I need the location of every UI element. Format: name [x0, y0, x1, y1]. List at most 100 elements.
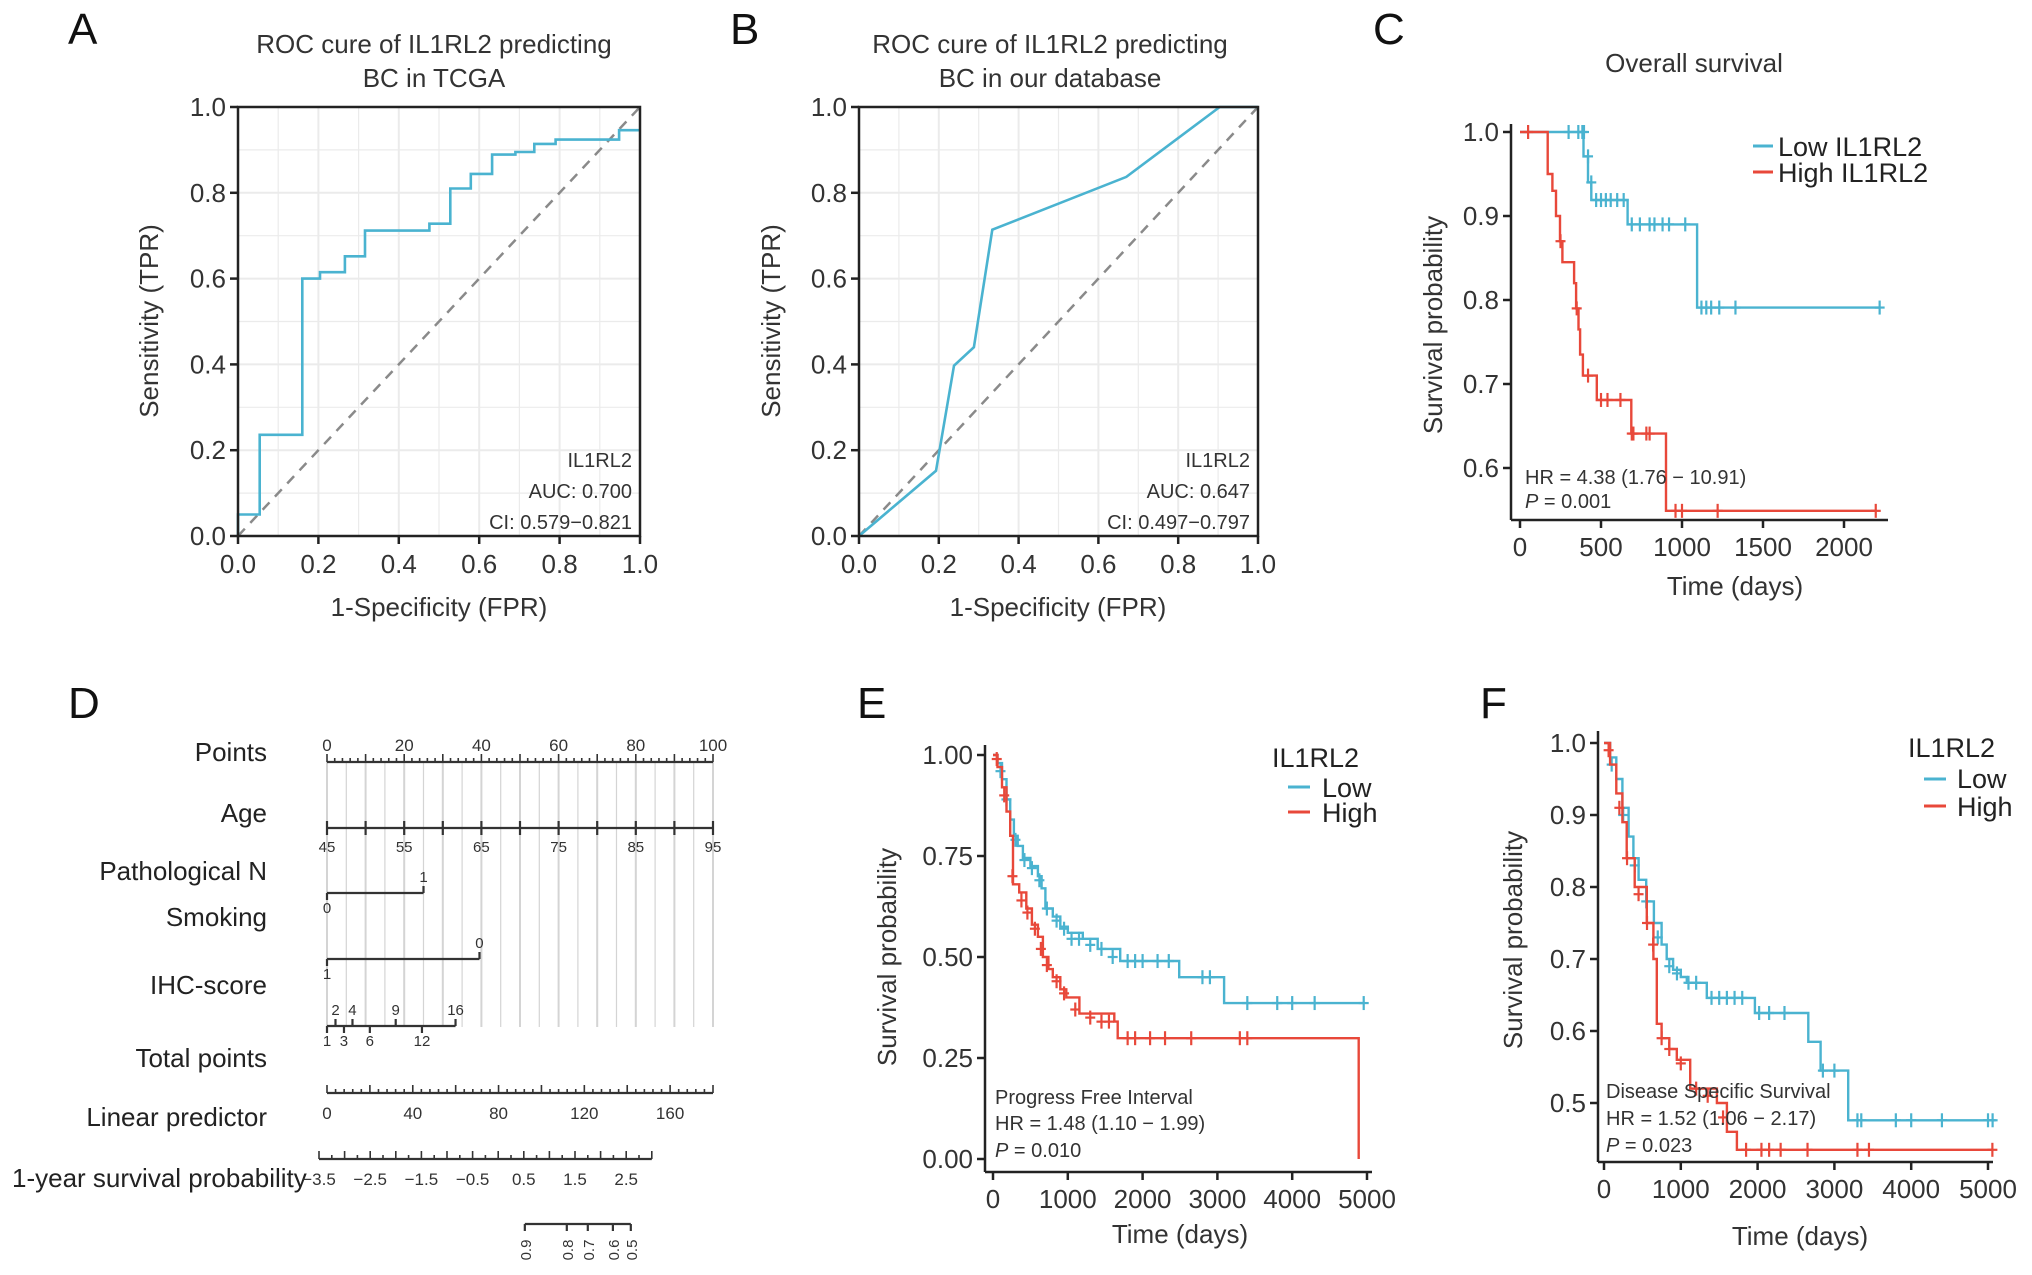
panel-c-legend-label-high: High IL1RL2	[1778, 158, 1928, 188]
panel-letter-c: C	[1373, 5, 1405, 54]
panel-b-annotation-auc: AUC: 0.647	[1147, 481, 1250, 503]
panel-b-x-tick-label: 1.0	[1240, 549, 1276, 579]
panel-f-y-tick-label: 0.5	[1550, 1088, 1586, 1118]
panel-f-x-tick-label: 5000	[1959, 1174, 2017, 1204]
nomogram-ihc-score-tick-label: 6	[366, 1033, 374, 1050]
panel-a-roc-curve	[236, 128, 640, 536]
panel-e-x-tick-label: 3000	[1188, 1184, 1246, 1214]
nomogram-points-tick-label: 20	[395, 736, 414, 755]
panel-c-y-tick-label: 0.9	[1463, 201, 1499, 231]
panel-e-p-text: P = 0.010	[995, 1140, 1081, 1162]
panel-b-y-tick-label: 0.6	[811, 264, 847, 294]
panel-b-x-axis-title: 1-Specificity (FPR)	[950, 592, 1167, 622]
panel-f-x-tick-label: 0	[1597, 1174, 1611, 1204]
panel-e-hr-text: HR = 1.48 (1.10 − 1.99)	[995, 1113, 1205, 1135]
panel-c-y-tick-label: 1.0	[1463, 117, 1499, 147]
nomogram-row-label: Points	[195, 737, 267, 767]
nomogram-age-tick-label: 55	[396, 839, 413, 856]
panel-c-y-tick-label: 0.7	[1463, 369, 1499, 399]
nomogram-smoking-tick-label: 1	[323, 966, 331, 983]
panel-f-hr-text: HR = 1.52 (1.06 − 2.17)	[1606, 1108, 1816, 1130]
panel-e-x-tick-label: 2000	[1114, 1184, 1172, 1214]
panel-c-legend: Low IL1RL2 High IL1RL2	[1753, 132, 1928, 188]
nomogram-points-tick-label: 60	[549, 736, 568, 755]
panel-b-roc-curve	[858, 105, 1258, 537]
panel-letter-b: B	[730, 5, 759, 54]
panel-c-overall-survival: Overall survival 0 500 1000 1500 2000 0.6 0.7 0…	[1418, 48, 1928, 601]
nomogram-survival-tick-label: 0.5	[624, 1240, 641, 1261]
panel-e-legend: IL1RL2 Low High	[1272, 743, 1378, 828]
panel-a-annotation-name: IL1RL2	[568, 450, 633, 472]
panel-f-x-tick-label: 4000	[1882, 1174, 1940, 1204]
panel-c-x-axis-title: Time (days)	[1667, 571, 1803, 601]
panel-e-x-tick-label: 5000	[1338, 1184, 1396, 1214]
panel-f-legend-label-high: High	[1957, 792, 2013, 822]
panel-e-x-tick-label: 0	[986, 1184, 1000, 1214]
nomogram-points-tick-label: 40	[472, 736, 491, 755]
panel-b-x-tick-label: 0.8	[1160, 549, 1196, 579]
panel-letter-f: F	[1480, 679, 1507, 728]
nomogram-age-tick-label: 95	[705, 839, 722, 856]
panel-e-high-curve	[993, 753, 1360, 1159]
panel-e-x-tick-label: 4000	[1263, 1184, 1321, 1214]
panel-a-roc-tcga: ROC cure of IL1RL2 predicting BC in TCGA…	[134, 29, 658, 622]
panel-e-y-tick-label: 0.75	[922, 841, 973, 871]
nomogram-points-tick-label: 0	[322, 736, 331, 755]
nomogram-linear-predictor-tick-label: 1.5	[563, 1170, 587, 1189]
panel-f-legend-label-low: Low	[1957, 764, 2007, 794]
panel-b-reference-diagonal	[858, 106, 1259, 537]
nomogram-ihc-score-tick-label: 3	[340, 1033, 348, 1050]
nomogram-total-points-tick-label: 120	[570, 1104, 598, 1123]
panel-b-x-tick-label: 0.2	[921, 549, 957, 579]
panel-b-y-tick-label: 0.8	[811, 178, 847, 208]
panel-a-x-tick-label: 0.2	[300, 549, 336, 579]
nomogram-total-points-tick-label: 80	[489, 1104, 508, 1123]
panel-a-x-tick-label: 0.6	[461, 549, 497, 579]
nomogram-row-label: Smoking	[166, 902, 267, 932]
panel-b-x-tick-label: 0.4	[1001, 549, 1037, 579]
nomogram-ihc-score-tick-label: 16	[447, 1002, 464, 1019]
panel-f-legend: IL1RL2 Low High	[1908, 733, 2013, 822]
panel-a-reference-diagonal	[237, 106, 641, 537]
panel-c-y-tick-label: 0.8	[1463, 285, 1499, 315]
panel-c-x-tick-label: 0	[1513, 532, 1527, 562]
panel-b-annotation-ci: CI: 0.497−0.797	[1107, 512, 1250, 534]
nomogram-age-tick-label: 85	[627, 839, 644, 856]
panel-e-x-tick-label: 1000	[1039, 1184, 1097, 1214]
panel-c-title: Overall survival	[1605, 48, 1783, 78]
panel-e-y-tick-label: 0.25	[922, 1043, 973, 1073]
panel-f-p-text: P = 0.023	[1606, 1135, 1692, 1157]
nomogram-row-label: Total points	[135, 1043, 267, 1073]
panel-b-plot-border	[857, 105, 1260, 538]
panel-f-y-tick-label: 0.6	[1550, 1016, 1586, 1046]
panel-a-x-tick-label: 0.0	[220, 549, 256, 579]
panel-c-y-tick-label: 0.6	[1463, 453, 1499, 483]
panel-f-x-tick-label: 1000	[1652, 1174, 1710, 1204]
nomogram-row-label: Pathological N	[99, 856, 267, 886]
nomogram-ihc-score-tick-label: 2	[331, 1002, 339, 1019]
panel-a-y-tick-label: 0.6	[190, 264, 226, 294]
panel-f-p-value: = 0.023	[1619, 1135, 1692, 1157]
panel-a-x-tick-label: 0.4	[381, 549, 417, 579]
panel-a-y-tick-label: 0.8	[190, 178, 226, 208]
nomogram-row-label: Linear predictor	[86, 1102, 267, 1132]
nomogram-survival-tick-label: 0.7	[581, 1240, 598, 1261]
nomogram-row-label: IHC-score	[150, 970, 267, 1000]
panel-e-y-tick-label: 0.00	[922, 1144, 973, 1174]
nomogram-points-tick-label: 80	[626, 736, 645, 755]
panel-b-x-tick-label: 0.6	[1080, 549, 1116, 579]
panel-b-x-tick-label: 0.0	[841, 549, 877, 579]
panel-b-y-tick-label: 0.0	[811, 521, 847, 551]
panel-a-title-line1: ROC cure of IL1RL2 predicting	[256, 29, 612, 59]
panel-b-title-line2: BC in our database	[939, 63, 1162, 93]
panel-f-y-tick-label: 0.7	[1550, 944, 1586, 974]
nomogram-survival-tick-label: 0.9	[518, 1240, 535, 1261]
panel-e-legend-label-low: Low	[1322, 773, 1372, 803]
panel-a-y-tick-label: 1.0	[190, 92, 226, 122]
panel-a-y-tick-label: 0.2	[190, 435, 226, 465]
panel-e-p-value: = 0.010	[1008, 1140, 1081, 1162]
panel-f-disease-specific-survival: 0 1000 2000 3000 4000 50000.50.60.70.80.91.0 …	[1498, 728, 2017, 1251]
nomogram-age-tick-label: 75	[550, 839, 567, 856]
panel-a-y-tick-label: 0.0	[190, 521, 226, 551]
panel-a-annotation-ci: CI: 0.579−0.821	[489, 512, 632, 534]
